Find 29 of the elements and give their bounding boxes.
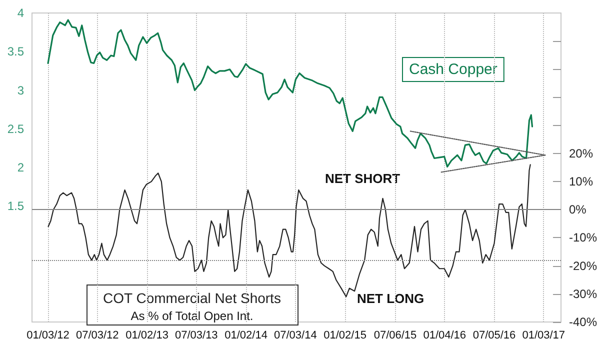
x-tick-label: 07/03/13 — [174, 330, 218, 342]
y2-tick-label: -40% — [568, 315, 598, 329]
x-tick-label: 01/04/16 — [423, 330, 466, 342]
y-tick-label: 2.5 — [7, 122, 24, 136]
annotation: NET LONG — [357, 291, 424, 306]
y-tick-label: 4 — [17, 6, 24, 20]
y2-tick-label: 0% — [568, 202, 587, 217]
y-tick-label: 3.5 — [7, 44, 24, 59]
y2-tick-label: 10% — [568, 174, 594, 189]
annotation: NET SHORT — [325, 171, 400, 186]
y2-tick-label: 20% — [568, 146, 594, 160]
x-tick-label: 01/03/12 — [26, 330, 70, 342]
x-tick-label: 07/03/14 — [274, 330, 317, 342]
y-tick-label: 3 — [17, 83, 24, 98]
annotation: As % of Total Open Int. — [130, 309, 254, 323]
x-tick-label: 01/02/14 — [224, 330, 268, 342]
y2-tick-label: -30% — [568, 286, 598, 301]
x-tick-label: 01/02/15 — [324, 330, 366, 342]
y2-tick-label: -10% — [568, 230, 598, 245]
x-tick-label: 07/03/12 — [76, 330, 119, 342]
series-label: COT Commercial Net Shorts — [103, 290, 281, 306]
y-tick-label: 1.5 — [7, 199, 24, 214]
x-tick-label: 07/05/16 — [472, 330, 516, 342]
x-tick-label: 01/03/17 — [522, 330, 566, 342]
x-tick-label: 01/02/13 — [126, 330, 168, 342]
y2-tick-label: -20% — [568, 258, 598, 273]
text: Cash Copper — [409, 61, 498, 78]
x-tick-label: 07/06/15 — [374, 330, 417, 342]
y-tick-label: 2 — [17, 160, 24, 174]
